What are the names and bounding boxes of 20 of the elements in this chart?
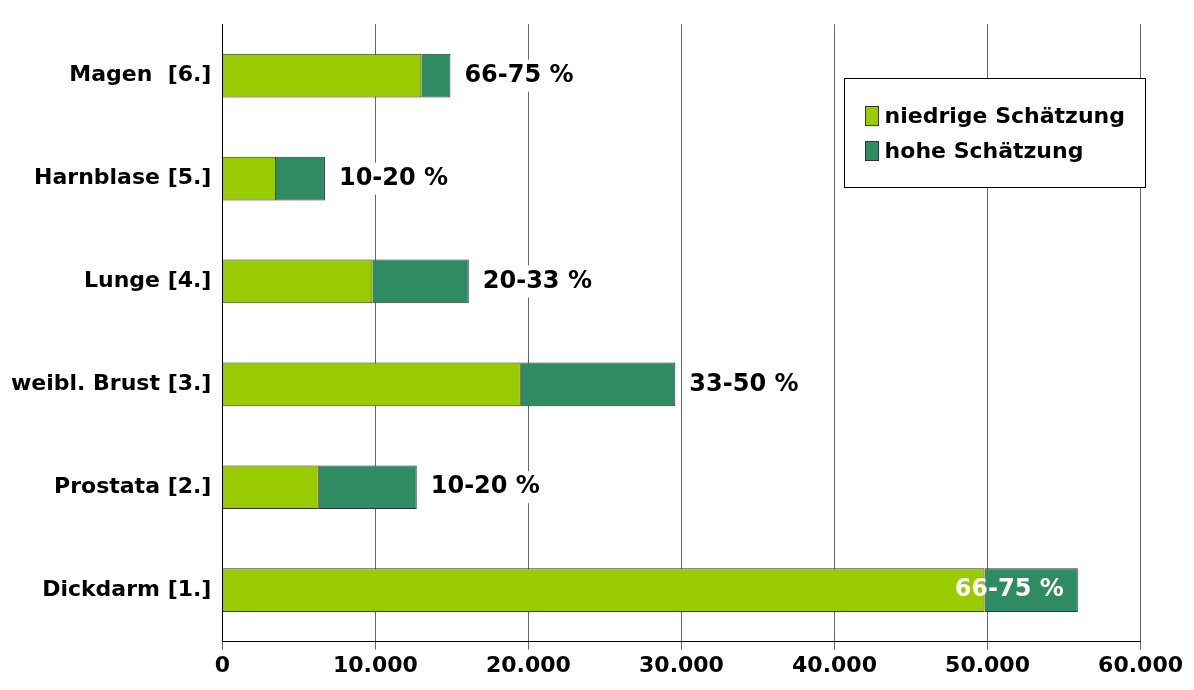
- y-tick-label: Lunge [4.]: [83, 267, 212, 293]
- annotation: 10-20 %: [338, 162, 449, 191]
- y-tick-label: Magen [6.]: [69, 61, 212, 87]
- y-tick-label: Harnblase [5.]: [34, 164, 212, 190]
- annotation: 66-75 %: [464, 59, 574, 88]
- annotation: 10-20 %: [430, 471, 540, 500]
- x-tick-label: 50.000: [945, 651, 1030, 677]
- annotation: 33-50 %: [689, 368, 799, 397]
- x-tick-label: 30.000: [639, 651, 724, 677]
- x-tick-label: 60.000: [1098, 651, 1184, 677]
- legend-label: niedrige Schätzung: [884, 103, 1125, 128]
- x-tick-label: 40.000: [792, 651, 877, 677]
- annotation: 20-33 %: [482, 265, 592, 294]
- y-tick-label: Dickdarm [1.]: [42, 575, 212, 601]
- y-tick-label: Prostata [2.]: [54, 472, 212, 498]
- y-tick-label: weibl. Brust [3.]: [11, 370, 212, 396]
- x-tick-label: 0: [214, 651, 231, 677]
- x-tick-label: 10.000: [332, 651, 418, 677]
- x-tick-label: 20.000: [486, 651, 571, 677]
- legend-label: hohe Schätzung: [884, 138, 1084, 163]
